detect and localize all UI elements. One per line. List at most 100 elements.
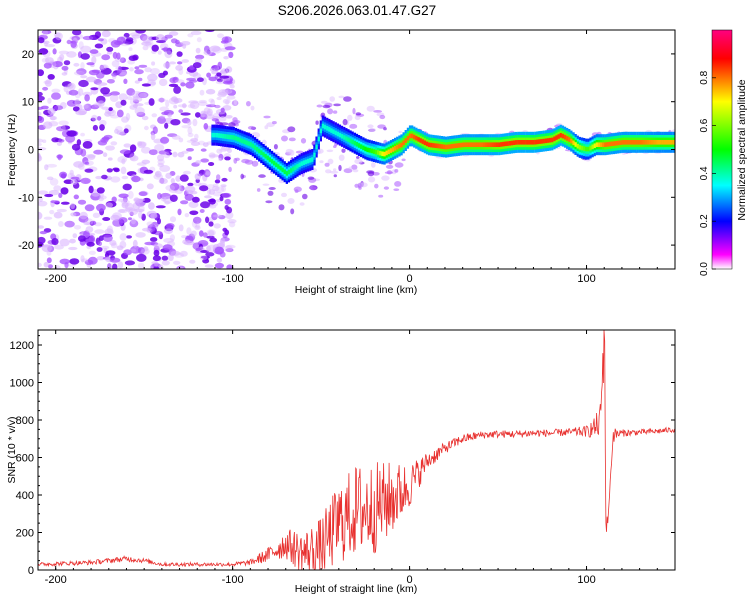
ridge-cell xyxy=(239,137,242,143)
noise-speckle xyxy=(202,232,208,238)
ridge-cell xyxy=(362,145,365,151)
ridge-cell xyxy=(549,137,552,143)
ridge-cell xyxy=(566,136,569,141)
ridge-cell xyxy=(619,140,622,145)
ridge-cell xyxy=(273,160,276,166)
ridge-cell xyxy=(343,135,346,140)
y-tick-label: 20 xyxy=(22,49,34,61)
noise-speckle xyxy=(97,140,108,146)
ridge-cell xyxy=(309,158,312,163)
noise-speckle xyxy=(162,244,173,251)
signal-sidelobe xyxy=(295,150,304,154)
noise-speckle xyxy=(204,195,212,199)
noise-speckle xyxy=(180,82,186,87)
ridge-cell xyxy=(449,144,452,149)
noise-speckle xyxy=(101,30,111,38)
noise-speckle xyxy=(49,178,59,186)
noise-speckle xyxy=(47,74,55,80)
noise-speckle xyxy=(146,221,154,227)
noise-speckle xyxy=(72,233,78,239)
ridge-cell xyxy=(521,140,524,145)
signal-sidelobe xyxy=(299,202,305,206)
noise-speckle xyxy=(73,62,80,67)
noise-speckle xyxy=(89,49,99,54)
noise-speckle xyxy=(157,50,162,55)
noise-speckle xyxy=(194,133,199,140)
ridge-cell xyxy=(285,171,288,176)
noise-speckle xyxy=(170,119,181,126)
noise-speckle xyxy=(108,107,113,112)
noise-speckle xyxy=(97,241,102,247)
ridge-cell xyxy=(595,142,598,147)
noise-speckle xyxy=(47,264,54,269)
noise-speckle xyxy=(206,245,211,253)
noise-speckle xyxy=(125,37,134,42)
noise-speckle xyxy=(169,182,180,191)
ridge-cell xyxy=(568,137,571,142)
ridge-cell xyxy=(574,142,577,147)
noise-speckle xyxy=(47,108,56,115)
noise-speckle xyxy=(66,99,77,107)
noise-speckle xyxy=(75,110,87,116)
ridge-cell xyxy=(631,140,635,145)
signal-sidelobe xyxy=(267,190,274,196)
ridge-cell xyxy=(296,163,299,169)
ridge-cell xyxy=(593,143,596,148)
noise-speckle xyxy=(70,212,77,217)
noise-speckle xyxy=(129,144,137,153)
noise-speckle xyxy=(157,116,166,124)
ridge-cell xyxy=(589,145,592,151)
ridge-cell xyxy=(457,143,460,148)
ridge-cell xyxy=(578,145,581,150)
noise-speckle xyxy=(107,157,113,161)
noise-speckle xyxy=(131,175,141,183)
noise-speckle xyxy=(134,103,144,107)
ridge-cell xyxy=(633,140,637,145)
noise-speckle xyxy=(192,118,198,127)
noise-speckle xyxy=(46,163,58,168)
noise-speckle xyxy=(137,141,143,146)
noise-speckle xyxy=(148,202,155,210)
signal-sidelobe xyxy=(287,198,295,204)
noise-speckle xyxy=(69,238,76,244)
ridge-cell xyxy=(638,140,641,145)
noise-speckle xyxy=(142,227,152,232)
noise-speckle xyxy=(82,141,93,149)
y-tick-label: 400 xyxy=(16,490,34,502)
ridge-cell xyxy=(661,140,664,145)
noise-speckle xyxy=(42,30,48,37)
noise-speckle xyxy=(76,68,87,75)
noise-speckle xyxy=(44,164,49,171)
noise-speckle xyxy=(157,154,165,162)
noise-speckle xyxy=(148,149,158,156)
noise-speckle xyxy=(97,38,104,42)
noise-speckle xyxy=(102,152,108,157)
noise-speckle xyxy=(73,225,82,230)
noise-speckle xyxy=(70,179,78,185)
noise-speckle xyxy=(43,261,49,268)
ridge-cell xyxy=(219,133,223,139)
noise-speckle xyxy=(57,139,65,143)
noise-speckle xyxy=(110,242,118,249)
y-tick-label: 200 xyxy=(16,528,34,540)
noise-speckle xyxy=(38,211,43,220)
noise-speckle xyxy=(84,168,94,173)
ridge-cell xyxy=(323,124,327,130)
noise-speckle xyxy=(194,173,201,181)
signal-sidelobe xyxy=(332,110,338,114)
noise-speckle xyxy=(189,79,198,83)
noise-speckle xyxy=(66,130,77,137)
noise-speckle xyxy=(189,210,199,216)
noise-speckle xyxy=(105,202,113,208)
signal-sidelobe xyxy=(285,148,293,154)
noise-speckle xyxy=(134,69,144,75)
ridge-cell xyxy=(249,142,252,147)
noise-speckle xyxy=(109,257,121,263)
noise-speckle xyxy=(122,183,132,191)
noise-speckle xyxy=(66,51,77,58)
noise-speckle xyxy=(90,87,99,91)
noise-speckle xyxy=(135,232,146,238)
y-tick-label: 600 xyxy=(16,453,34,465)
ridge-cell xyxy=(304,159,308,165)
noise-speckle xyxy=(84,218,94,226)
